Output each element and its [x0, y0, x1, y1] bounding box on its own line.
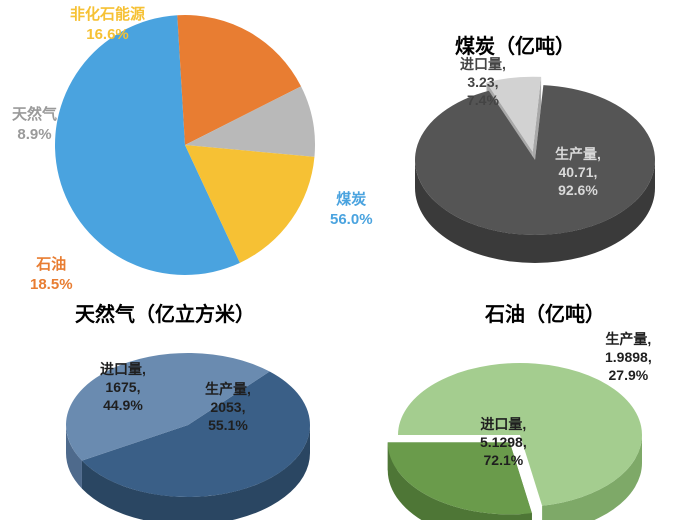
pie3d-label: 生产量,1.9898,27.9%: [605, 330, 652, 385]
pie3d-label: 进口量,5.1298,72.1%: [480, 415, 527, 470]
oil-pie-svg: [0, 0, 700, 520]
oil-pie: [0, 0, 700, 525]
